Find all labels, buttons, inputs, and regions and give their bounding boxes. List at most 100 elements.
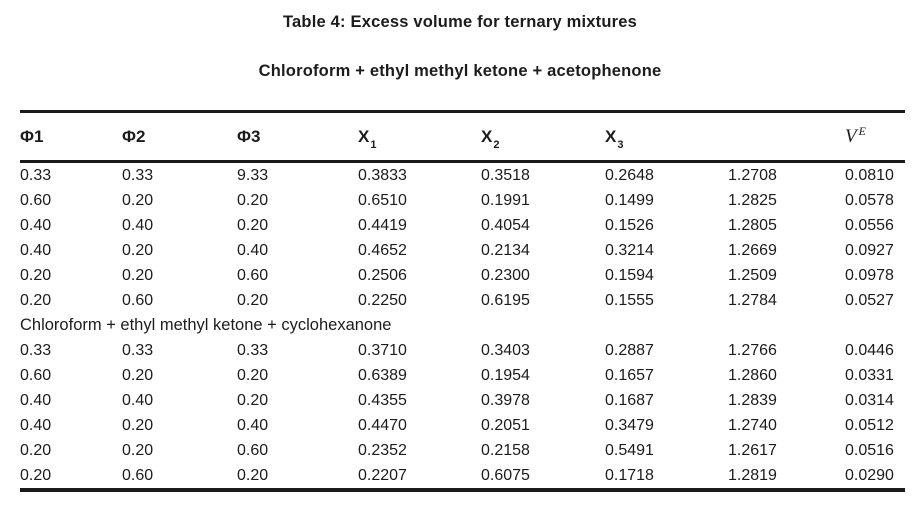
table-row: 0.40 0.20 0.40 0.4652 0.2134 0.3214 1.2669 0.09…: [20, 238, 905, 263]
table-cell: 0.2506: [358, 266, 407, 284]
table-cell: 0.0512: [845, 416, 894, 434]
table-cell: 0.0446: [845, 341, 894, 359]
section-label-row: Chloroform + ethyl methyl ketone + cyclo…: [20, 313, 905, 338]
table-cell: 1.2669: [728, 241, 777, 259]
table-cell: 0.2158: [481, 441, 530, 459]
table-cell: 0.60: [237, 441, 269, 459]
table-cell: 0.60: [122, 466, 154, 484]
table-cell: 0.6075: [481, 466, 530, 484]
table-subtitle: Chloroform + ethyl methyl ketone + aceto…: [258, 62, 662, 80]
table-cell: 1.2805: [728, 216, 777, 234]
table-cell: 0.20: [20, 291, 52, 309]
table-cell: 0.4355: [358, 391, 407, 409]
table-cell: 0.2887: [605, 341, 654, 359]
table-cell: 0.1526: [605, 216, 654, 234]
table-cell: 1.2839: [728, 391, 777, 409]
table-cell: 0.1499: [605, 191, 654, 209]
excess-volume-table: Φ1 Φ2 Φ3 X1 X2 X3 V E 0.33 0.33 9.33 0.3833 0.3518 0…: [20, 110, 905, 492]
table-cell: 0.33: [20, 166, 52, 184]
table-cell: 0.2207: [358, 466, 407, 484]
table-cell: 0.20: [122, 266, 154, 284]
table-cell: 0.0527: [845, 291, 894, 309]
table-cell: 0.0331: [845, 366, 894, 384]
table-cell: 0.40: [20, 216, 52, 234]
table-cell: 0.20: [20, 266, 52, 284]
table-cell: 0.4054: [481, 216, 530, 234]
table-cell: 0.20: [122, 441, 154, 459]
table-cell: 9.33: [237, 166, 269, 184]
table-cell: 0.1555: [605, 291, 654, 309]
column-header-5: X2: [481, 126, 500, 151]
table-cell: 0.40: [20, 391, 52, 409]
table-cell: 0.4652: [358, 241, 407, 259]
table-cell: 0.3403: [481, 341, 530, 359]
column-header-7: [728, 112, 845, 162]
table-cell: 0.0290: [845, 466, 894, 484]
table-cell: 0.3978: [481, 391, 530, 409]
table-cell: 1.2740: [728, 416, 777, 434]
table-cell: 0.5491: [605, 441, 654, 459]
table-cell: 0.0556: [845, 216, 894, 234]
table-cell: 0.3833: [358, 166, 407, 184]
table-cell: 0.20: [122, 191, 154, 209]
table-cell: 0.6389: [358, 366, 407, 384]
table-row: 0.40 0.40 0.20 0.4419 0.4054 0.1526 1.2805 0.05…: [20, 213, 905, 238]
table-row: 0.60 0.20 0.20 0.6510 0.1991 0.1499 1.2825 0.05…: [20, 188, 905, 213]
table-cell: 0.40: [237, 241, 269, 259]
table-cell: 0.60: [237, 266, 269, 284]
table-header-row: Φ1 Φ2 Φ3 X1 X2 X3 V E: [20, 112, 905, 162]
column-header-6: X3: [605, 126, 624, 151]
table-cell: 0.20: [237, 216, 269, 234]
table-cell: 0.60: [20, 366, 52, 384]
table-row: 0.20 0.20 0.60 0.2352 0.2158 0.5491 1.2617 0.05…: [20, 438, 905, 463]
table-cell: 0.2300: [481, 266, 530, 284]
table-cell: 0.0810: [845, 166, 894, 184]
table-cell: 0.20: [237, 291, 269, 309]
column-header-4: X1: [358, 126, 377, 151]
table-cell: 0.20: [20, 441, 52, 459]
table-cell: 0.60: [20, 191, 52, 209]
table-cell: 0.3479: [605, 416, 654, 434]
table-row: 0.33 0.33 0.33 0.3710 0.3403 0.2887 1.2766 0.04…: [20, 338, 905, 363]
table-cell: 0.20: [237, 366, 269, 384]
table-cell: 0.1954: [481, 366, 530, 384]
table-cell: 1.2766: [728, 341, 777, 359]
table-cell: 1.2708: [728, 166, 777, 184]
table-cell: 0.0578: [845, 191, 894, 209]
table-cell: 0.3518: [481, 166, 530, 184]
table-cell: 0.0516: [845, 441, 894, 459]
table-row: 0.33 0.33 9.33 0.3833 0.3518 0.2648 1.2708 0.08…: [20, 162, 905, 189]
table-row: 0.40 0.40 0.20 0.4355 0.3978 0.1687 1.2839 0.03…: [20, 388, 905, 413]
table-cell: 0.6510: [358, 191, 407, 209]
table-cell: 0.1657: [605, 366, 654, 384]
table-cell: 0.40: [122, 216, 154, 234]
table-cell: 0.40: [20, 241, 52, 259]
table-cell: 0.33: [122, 166, 154, 184]
table-cell: 0.2648: [605, 166, 654, 184]
table-cell: 0.33: [122, 341, 154, 359]
table-cell: 0.2134: [481, 241, 530, 259]
table-row: 0.20 0.60 0.20 0.2207 0.6075 0.1718 1.2819 0.02…: [20, 463, 905, 490]
table-cell: 0.40: [20, 416, 52, 434]
table-title: Table 4: Excess volume for ternary mixtu…: [282, 13, 638, 31]
table-cell: 0.20: [237, 466, 269, 484]
table-cell: 0.0927: [845, 241, 894, 259]
table-row: 0.60 0.20 0.20 0.6389 0.1954 0.1657 1.2860 0.03…: [20, 363, 905, 388]
table-cell: 0.60: [122, 291, 154, 309]
table-cell: 0.20: [122, 241, 154, 259]
table-cell: 0.20: [237, 191, 269, 209]
table-cell: 0.1718: [605, 466, 654, 484]
table-row: 0.20 0.60 0.20 0.2250 0.6195 0.1555 1.2784 0.05…: [20, 288, 905, 313]
table-cell: 1.2825: [728, 191, 777, 209]
table-cell: 0.0314: [845, 391, 894, 409]
table-cell: 1.2784: [728, 291, 777, 309]
table-cell: 0.4470: [358, 416, 407, 434]
table-cell: 1.2509: [728, 266, 777, 284]
table-cell: 0.1594: [605, 266, 654, 284]
table-cell: 0.2352: [358, 441, 407, 459]
column-header-2: Φ2: [122, 126, 146, 146]
table-cell: 0.40: [122, 391, 154, 409]
column-header-1: Φ1: [20, 126, 44, 146]
